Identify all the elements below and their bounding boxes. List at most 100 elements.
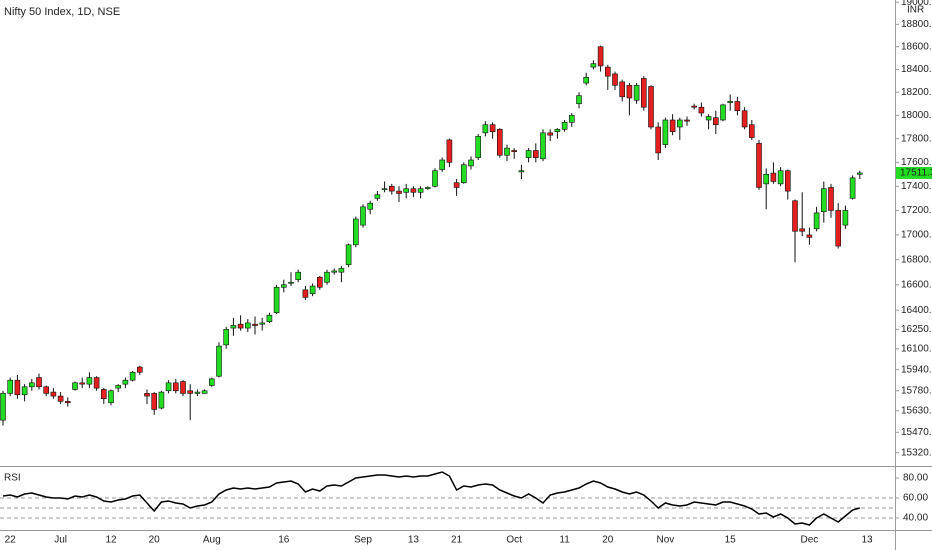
candle-body bbox=[547, 132, 554, 136]
candle-body bbox=[511, 150, 518, 152]
y-tick-label: 40.00 bbox=[903, 513, 928, 524]
candle-body bbox=[820, 188, 827, 212]
y-tick-label: 17400.00 bbox=[901, 181, 932, 192]
candle-body bbox=[734, 101, 741, 111]
candle-body bbox=[691, 105, 698, 108]
candle-body bbox=[763, 173, 770, 185]
candle-body bbox=[396, 190, 402, 194]
candle-body bbox=[446, 139, 453, 163]
y-tick-label: 16600.00 bbox=[901, 279, 932, 290]
candle-body bbox=[65, 401, 71, 404]
candle-body bbox=[784, 170, 791, 192]
candle-body bbox=[252, 323, 258, 326]
candle-body bbox=[655, 126, 662, 154]
candle-body bbox=[216, 345, 222, 377]
y-tick-label: 18600.00 bbox=[901, 41, 932, 52]
last-price-label: 17511.30 bbox=[900, 168, 932, 179]
candle-body bbox=[612, 73, 618, 86]
last-price-box bbox=[896, 166, 932, 179]
x-tick-label: 20 bbox=[149, 535, 161, 546]
candle-body bbox=[439, 159, 446, 170]
candle-body bbox=[360, 206, 366, 226]
candle-body bbox=[669, 119, 676, 132]
y-tick-label: 18000.00 bbox=[901, 110, 932, 121]
y-tick-label: 80.00 bbox=[903, 473, 928, 484]
candle-body bbox=[115, 385, 121, 389]
candle-body bbox=[201, 390, 208, 394]
candle-body bbox=[288, 281, 294, 284]
candle-body bbox=[28, 382, 35, 388]
candle-body bbox=[741, 110, 748, 128]
candle-body bbox=[72, 382, 78, 390]
candle-body bbox=[619, 81, 626, 98]
candle-body bbox=[158, 391, 165, 409]
candle-body bbox=[561, 122, 568, 130]
candle-body bbox=[813, 212, 820, 230]
candle-body bbox=[626, 85, 633, 99]
x-tick-label: 15 bbox=[725, 535, 737, 546]
candle-body bbox=[388, 185, 395, 192]
y-tick-label: 18400.00 bbox=[901, 64, 932, 75]
x-tick-label: Aug bbox=[203, 535, 221, 546]
candle-body bbox=[273, 286, 280, 313]
candle-body bbox=[338, 268, 345, 273]
y-tick-label: 18200.00 bbox=[901, 87, 932, 98]
candle-body bbox=[540, 132, 546, 160]
candle-body bbox=[137, 366, 143, 373]
candle-body bbox=[424, 187, 431, 189]
x-tick-label: Oct bbox=[506, 535, 522, 546]
candle-body bbox=[173, 382, 179, 392]
candle-body bbox=[345, 244, 352, 265]
y-tick-label: 15940.00 bbox=[901, 364, 932, 375]
candle-body bbox=[799, 228, 806, 232]
candle-body bbox=[245, 322, 251, 329]
candle-body bbox=[151, 393, 157, 410]
candle-body bbox=[187, 390, 193, 394]
candle-body bbox=[432, 170, 438, 187]
rsi-line bbox=[2, 471, 861, 526]
candle-body bbox=[230, 325, 237, 329]
candle-body bbox=[496, 129, 503, 156]
y-tick-label: 15320.00 bbox=[901, 447, 932, 458]
candle-body bbox=[633, 85, 640, 101]
candle-body bbox=[748, 124, 755, 138]
candle-body bbox=[662, 119, 669, 145]
candle-body bbox=[7, 379, 13, 394]
candle-body bbox=[108, 390, 114, 404]
chart-title: Nifty 50 Index, 1D, NSE bbox=[4, 6, 120, 18]
candle-body bbox=[705, 116, 712, 121]
candle-body bbox=[518, 170, 525, 173]
x-tick-label: Nov bbox=[657, 535, 675, 546]
y-tick-label: 16250.00 bbox=[901, 324, 932, 335]
candle-body bbox=[180, 381, 186, 394]
y-tick-label: 15470.00 bbox=[901, 427, 932, 438]
candle-body bbox=[367, 202, 374, 210]
candle-body bbox=[295, 271, 302, 281]
x-tick-label: 20 bbox=[602, 535, 614, 546]
y-tick-label: 16400.00 bbox=[901, 305, 932, 316]
candle-body bbox=[720, 104, 726, 121]
candle-body bbox=[835, 210, 842, 247]
candle-body bbox=[209, 378, 215, 386]
candle-body bbox=[504, 147, 510, 156]
x-tick-label: Dec bbox=[801, 535, 819, 546]
candle-body bbox=[856, 172, 863, 175]
candle-body bbox=[352, 218, 359, 246]
candle-body bbox=[101, 389, 107, 400]
candle-body bbox=[43, 386, 50, 394]
candle-body bbox=[576, 95, 582, 105]
x-tick-label: 13 bbox=[861, 535, 873, 546]
x-tick-label: 12 bbox=[105, 535, 117, 546]
candle-body bbox=[648, 86, 654, 128]
candle-body bbox=[554, 129, 561, 132]
x-tick-label: 13 bbox=[408, 535, 420, 546]
candle-body bbox=[712, 117, 719, 125]
y-tick-label: 16800.00 bbox=[901, 254, 932, 265]
candle-body bbox=[331, 270, 338, 273]
candle-body bbox=[165, 382, 172, 392]
candle-body bbox=[280, 284, 287, 288]
x-tick-label: 11 bbox=[559, 535, 570, 546]
candle-body bbox=[684, 119, 690, 122]
